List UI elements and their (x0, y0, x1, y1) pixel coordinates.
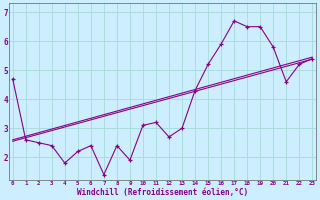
X-axis label: Windchill (Refroidissement éolien,°C): Windchill (Refroidissement éolien,°C) (77, 188, 248, 197)
